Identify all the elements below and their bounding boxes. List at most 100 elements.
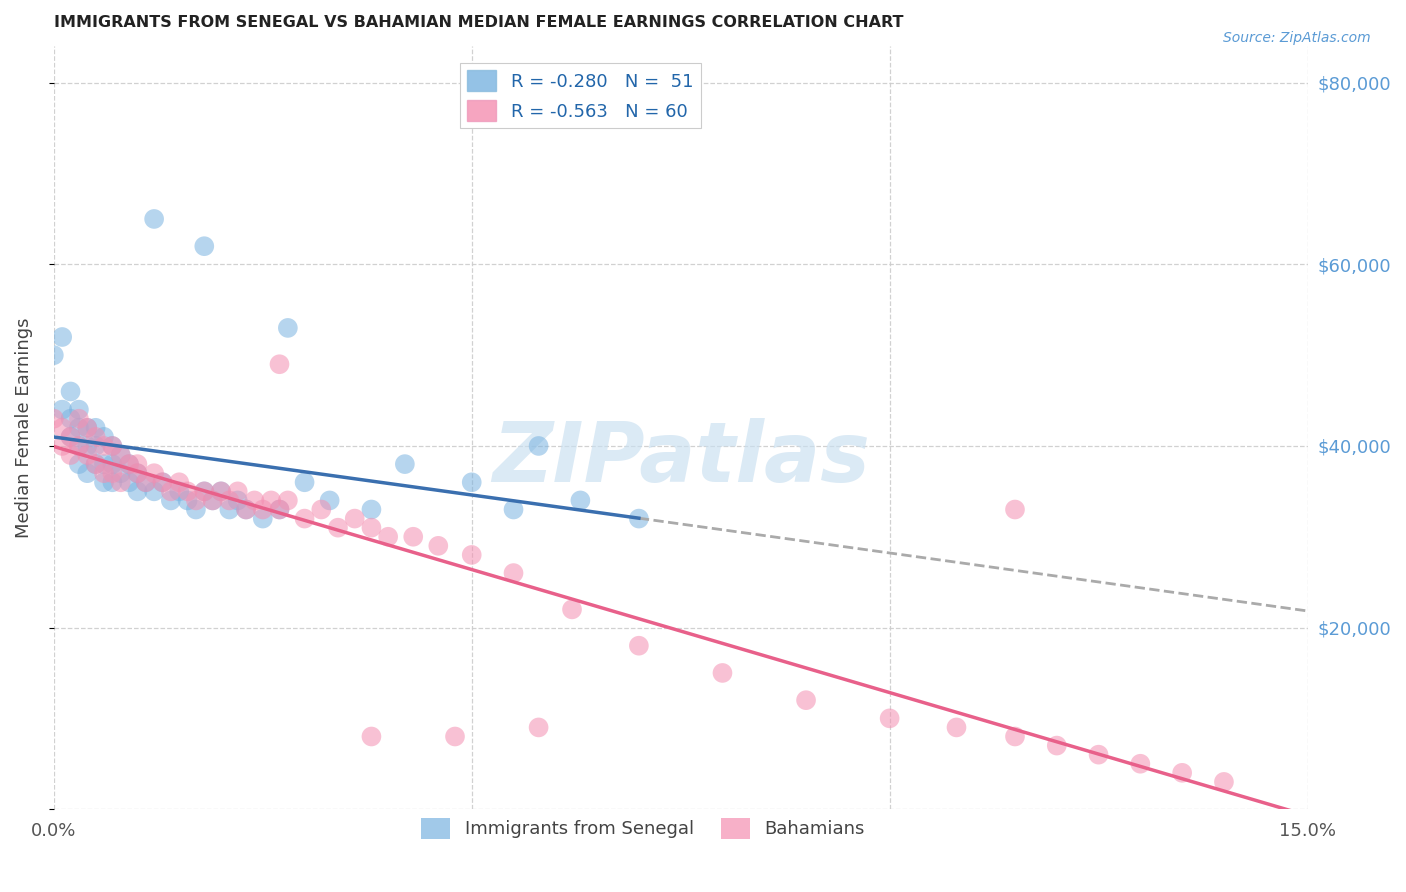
Point: [277, 493, 299, 508]
Point: [527, 720, 550, 734]
Point: [160, 484, 183, 499]
Point: [294, 475, 316, 490]
Point: [101, 439, 124, 453]
Point: [1004, 502, 1026, 516]
Point: [318, 493, 340, 508]
Point: [59, 448, 82, 462]
Point: [59, 430, 82, 444]
Point: [118, 457, 141, 471]
Point: [42, 348, 65, 362]
Point: [110, 448, 132, 462]
Point: [93, 475, 115, 490]
Point: [427, 539, 450, 553]
Point: [76, 421, 98, 435]
Point: [167, 484, 190, 499]
Point: [143, 211, 166, 226]
Point: [118, 457, 141, 471]
Point: [76, 439, 98, 453]
Point: [260, 493, 283, 508]
Point: [84, 421, 107, 435]
Point: [360, 730, 382, 744]
Point: [59, 411, 82, 425]
Point: [143, 484, 166, 499]
Point: [627, 639, 650, 653]
Point: [51, 439, 73, 453]
Point: [127, 457, 149, 471]
Point: [101, 466, 124, 480]
Point: [176, 493, 198, 508]
Text: IMMIGRANTS FROM SENEGAL VS BAHAMIAN MEDIAN FEMALE EARNINGS CORRELATION CHART: IMMIGRANTS FROM SENEGAL VS BAHAMIAN MEDI…: [53, 15, 903, 30]
Point: [101, 475, 124, 490]
Point: [167, 475, 190, 490]
Point: [277, 321, 299, 335]
Point: [569, 493, 592, 508]
Point: [59, 430, 82, 444]
Point: [67, 411, 90, 425]
Point: [193, 484, 215, 499]
Point: [360, 502, 382, 516]
Text: Source: ZipAtlas.com: Source: ZipAtlas.com: [1223, 31, 1371, 45]
Point: [235, 502, 257, 516]
Point: [135, 475, 157, 490]
Point: [176, 484, 198, 499]
Point: [226, 484, 249, 499]
Point: [444, 730, 467, 744]
Point: [143, 466, 166, 480]
Point: [160, 493, 183, 508]
Point: [235, 502, 257, 516]
Point: [1046, 739, 1069, 753]
Point: [184, 502, 207, 516]
Point: [93, 457, 115, 471]
Point: [84, 430, 107, 444]
Point: [152, 475, 174, 490]
Point: [67, 402, 90, 417]
Point: [101, 457, 124, 471]
Legend: Immigrants from Senegal, Bahamians: Immigrants from Senegal, Bahamians: [415, 811, 872, 846]
Point: [561, 602, 583, 616]
Point: [127, 466, 149, 480]
Point: [243, 493, 266, 508]
Point: [84, 457, 107, 471]
Point: [51, 402, 73, 417]
Y-axis label: Median Female Earnings: Median Female Earnings: [15, 318, 32, 538]
Point: [360, 521, 382, 535]
Point: [135, 475, 157, 490]
Point: [67, 457, 90, 471]
Point: [93, 466, 115, 480]
Point: [152, 475, 174, 490]
Point: [67, 439, 90, 453]
Point: [311, 502, 333, 516]
Point: [945, 720, 967, 734]
Point: [343, 511, 366, 525]
Point: [377, 530, 399, 544]
Point: [326, 521, 349, 535]
Point: [118, 475, 141, 490]
Point: [269, 502, 291, 516]
Point: [269, 357, 291, 371]
Point: [67, 421, 90, 435]
Point: [76, 466, 98, 480]
Point: [294, 511, 316, 525]
Point: [502, 566, 524, 580]
Point: [110, 466, 132, 480]
Point: [502, 502, 524, 516]
Point: [269, 502, 291, 516]
Point: [461, 548, 484, 562]
Point: [527, 439, 550, 453]
Point: [42, 411, 65, 425]
Point: [402, 530, 425, 544]
Point: [127, 484, 149, 499]
Point: [101, 439, 124, 453]
Point: [394, 457, 416, 471]
Point: [110, 475, 132, 490]
Point: [193, 239, 215, 253]
Text: ZIPatlas: ZIPatlas: [492, 417, 870, 499]
Point: [84, 439, 107, 453]
Point: [110, 448, 132, 462]
Point: [93, 430, 115, 444]
Point: [461, 475, 484, 490]
Point: [127, 466, 149, 480]
Point: [1213, 775, 1236, 789]
Point: [226, 493, 249, 508]
Point: [201, 493, 224, 508]
